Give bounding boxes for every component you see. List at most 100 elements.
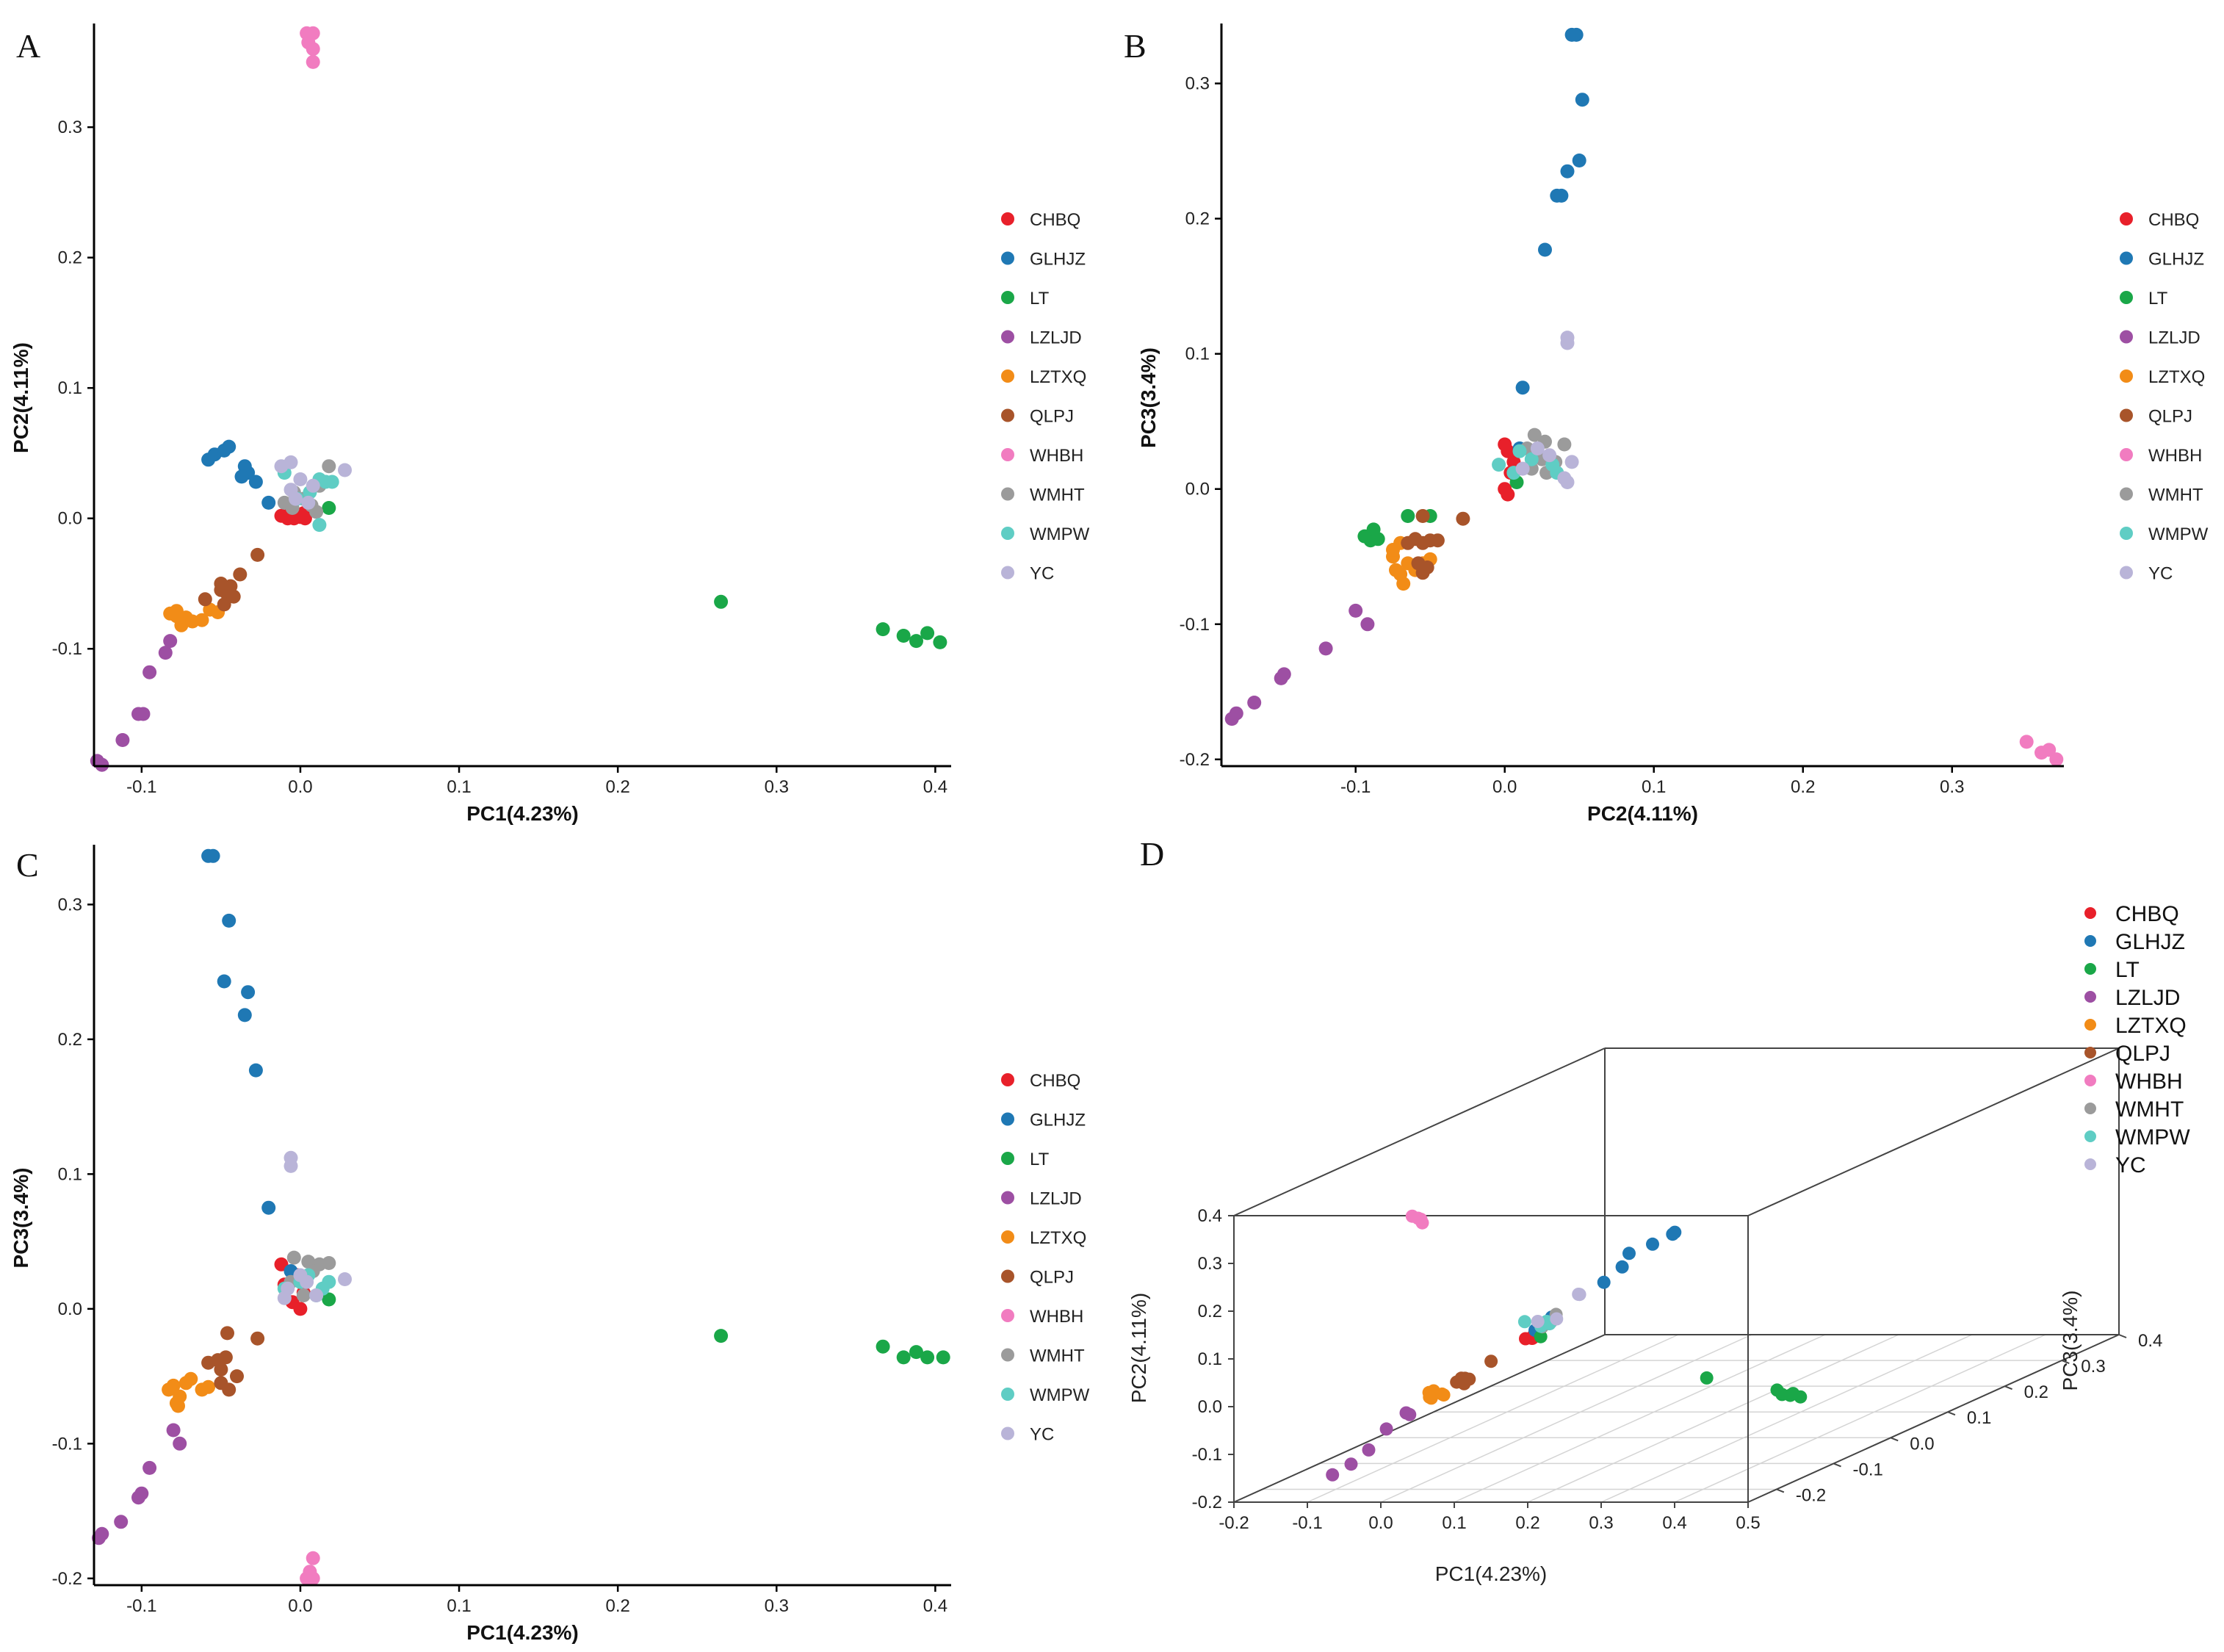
legend-label-chbq: CHBQ <box>2148 210 2199 230</box>
point-lzljd <box>173 1436 187 1451</box>
legend-marker-lt <box>1001 1152 1014 1165</box>
panel-letter: B <box>1124 27 1147 65</box>
point-lzljd <box>95 1526 109 1541</box>
legend-label-wmpw: WMPW <box>1030 1385 1090 1405</box>
point-lzljd <box>142 1460 157 1475</box>
legend-marker-wmht <box>1001 487 1014 501</box>
x-tick-label: 0.0 <box>1492 777 1517 797</box>
point-wmht <box>322 459 336 474</box>
point-glhjz <box>1560 164 1575 178</box>
point-qlpj <box>230 1369 244 1384</box>
x-tick-label: 0.2 <box>1791 777 1815 797</box>
panel-letter: C <box>16 846 39 884</box>
legend-marker-lzljd <box>2084 991 2096 1003</box>
legend-marker-chbq <box>1001 212 1014 226</box>
point-yc <box>338 1272 352 1286</box>
point-chbq <box>293 1302 308 1316</box>
point-lt <box>920 626 935 641</box>
point-wmpw <box>1524 452 1539 466</box>
point-lzljd <box>1349 603 1363 618</box>
legend: CHBQ GLHJZ LT LZLJD LZTXQ QLPJ WHBH WMHT WMPW YC <box>2084 902 2190 1177</box>
point-glhjz <box>237 1008 252 1022</box>
x-axis-title: PC2(4.11%) <box>1587 802 1698 825</box>
point-glhjz <box>1668 1225 1682 1239</box>
point-yc <box>338 463 352 477</box>
point-whbh <box>306 54 320 69</box>
y-tick-label: 0.3 <box>1198 1254 1222 1274</box>
x-tick-label: -0.2 <box>1218 1513 1249 1533</box>
x-tick-label: 0.1 <box>447 1596 471 1616</box>
point-lt <box>875 1339 890 1354</box>
x-tick-label: 0.3 <box>765 1596 789 1616</box>
point-lzljd <box>1379 1422 1393 1436</box>
point-lt <box>1794 1390 1808 1404</box>
y-tick-label: 0.1 <box>58 1164 82 1184</box>
point-lt <box>322 501 336 515</box>
point-wmht <box>322 1256 336 1270</box>
point-qlpj <box>223 579 238 594</box>
z-tick <box>1947 1411 1956 1416</box>
point-lztxq <box>201 1379 216 1394</box>
y-axis-title: PC3(3.4%) <box>1137 347 1160 448</box>
legend-marker-lzljd <box>2120 330 2133 344</box>
legend: CHBQ GLHJZ LT LZLJD LZTXQ QLPJ WHBH WMHT WMPW YC <box>1001 1071 1090 1445</box>
point-lztxq <box>1423 1391 1437 1404</box>
legend-marker-lzljd <box>1001 330 1014 344</box>
legend-marker-lt <box>2084 963 2096 975</box>
y-tick-label: 0.2 <box>1198 1302 1222 1321</box>
z-tick-label: 0.2 <box>2024 1382 2048 1402</box>
point-wmpw <box>325 475 339 489</box>
x-tick-label: 0.4 <box>1662 1513 1686 1533</box>
x-tick-label: -0.1 <box>1292 1513 1322 1533</box>
legend-label-chbq: CHBQ <box>1030 210 1080 230</box>
point-glhjz <box>1622 1247 1636 1260</box>
point-yc <box>301 495 316 510</box>
legend-marker-whbh <box>1001 448 1014 461</box>
point-yc <box>284 455 298 469</box>
point-wmht <box>296 1288 311 1302</box>
grid-line <box>1527 1334 1899 1503</box>
x-tick-label: 0.0 <box>1368 1513 1393 1533</box>
legend-marker-chbq <box>2120 212 2133 226</box>
point-wmht <box>309 505 324 519</box>
legend-marker-glhjz <box>1001 251 1014 265</box>
point-glhjz <box>234 469 249 484</box>
x-tick-label: 0.2 <box>605 777 629 797</box>
point-yc <box>300 1274 314 1289</box>
x-tick-label: 0.3 <box>1940 777 1964 797</box>
legend-label-wmht: WMHT <box>1030 1346 1085 1366</box>
point-lzljd <box>1318 641 1333 656</box>
point-qlpj <box>1415 509 1430 523</box>
x-tick-label: -0.1 <box>1340 777 1371 797</box>
legend-marker-lt <box>2120 291 2133 304</box>
point-whbh <box>2049 752 2064 767</box>
legend-marker-whbh <box>2120 448 2133 461</box>
point-glhjz <box>222 913 237 928</box>
z-tick-label: 0.0 <box>1910 1434 1934 1454</box>
point-qlpj <box>1430 533 1445 548</box>
point-qlpj <box>1420 560 1434 574</box>
x-axis-title: PC1(4.23%) <box>1435 1562 1548 1585</box>
legend-marker-yc <box>2084 1158 2096 1170</box>
point-yc <box>1573 1288 1586 1302</box>
box-frame <box>1233 1047 2120 1503</box>
legend-marker-chbq <box>1001 1073 1014 1086</box>
point-chbq <box>1501 487 1515 502</box>
point-qlpj <box>222 1382 237 1397</box>
point-wmht <box>1557 437 1572 452</box>
point-wmpw <box>1512 444 1527 458</box>
grid-line <box>1454 1334 1826 1503</box>
point-yc <box>289 491 303 506</box>
grid-line <box>1600 1334 1973 1503</box>
z-tick <box>1833 1462 1841 1468</box>
y-tick-label: -0.1 <box>52 639 82 659</box>
legend-label-wmht: WMHT <box>2148 486 2203 505</box>
point-lzljd <box>115 733 130 747</box>
point-glhjz <box>1515 380 1530 395</box>
point-lzljd <box>114 1515 129 1529</box>
legend-marker-yc <box>1001 1426 1014 1440</box>
z-tick-label: -0.1 <box>1853 1460 1883 1479</box>
point-glhjz <box>1572 154 1586 167</box>
legend-label-glhjz: GLHJZ <box>1030 1111 1086 1130</box>
point-lt <box>322 1292 336 1307</box>
